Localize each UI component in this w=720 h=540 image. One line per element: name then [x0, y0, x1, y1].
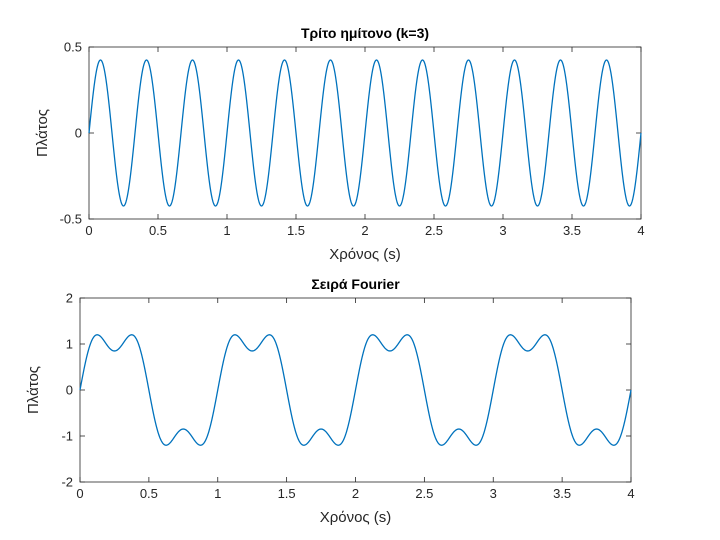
x-tick-label: 0.5 [149, 223, 167, 238]
x-axis-label: Χρόνος (s) [329, 246, 401, 263]
series-line [79, 334, 632, 446]
x-tick-label: 2 [352, 486, 359, 501]
y-tick-label: 2 [66, 291, 73, 306]
y-tick-label: -2 [61, 475, 73, 490]
x-tick-label: 1 [214, 486, 221, 501]
chart-title: Τρίτο ημίτονο (k=3) [301, 25, 429, 41]
x-tick-label: 0 [76, 486, 83, 501]
x-tick-label: 1.5 [278, 486, 296, 501]
x-tick-label: 0.5 [140, 486, 158, 501]
y-tick-label: -1 [61, 429, 73, 444]
series-line [88, 59, 642, 207]
y-tick-label: 1 [66, 337, 73, 352]
x-tick-label: 3.5 [563, 223, 581, 238]
subplot-fourier-series: 0 0.5 1 1.5 2 2.5 3 3.5 4 -2 -1 0 1 2 Σειρά Fourier Χρό… [25, 276, 635, 526]
x-tick-label: 4 [637, 223, 644, 238]
y-axis-label: Πλάτος [34, 109, 51, 157]
x-tick-label: 3 [499, 223, 506, 238]
x-tick-label: 1.5 [287, 223, 305, 238]
y-tick-label: 0 [75, 126, 82, 141]
x-tick-label: 3.5 [553, 486, 571, 501]
x-tick-label: 0 [85, 223, 92, 238]
y-tick-label: 0.5 [64, 40, 82, 55]
y-tick-label: 0 [66, 383, 73, 398]
x-tick-label: 2.5 [415, 486, 433, 501]
x-tick-label: 1 [223, 223, 230, 238]
x-tick-label: 4 [627, 486, 634, 501]
chart-title: Σειρά Fourier [311, 276, 400, 292]
y-axis-label: Πλάτος [25, 366, 42, 414]
y-tick-label: -0.5 [60, 212, 82, 227]
x-tick-label: 2 [361, 223, 368, 238]
x-axis-label: Χρόνος (s) [320, 509, 392, 526]
x-tick-label: 2.5 [425, 223, 443, 238]
x-tick-label: 3 [490, 486, 497, 501]
